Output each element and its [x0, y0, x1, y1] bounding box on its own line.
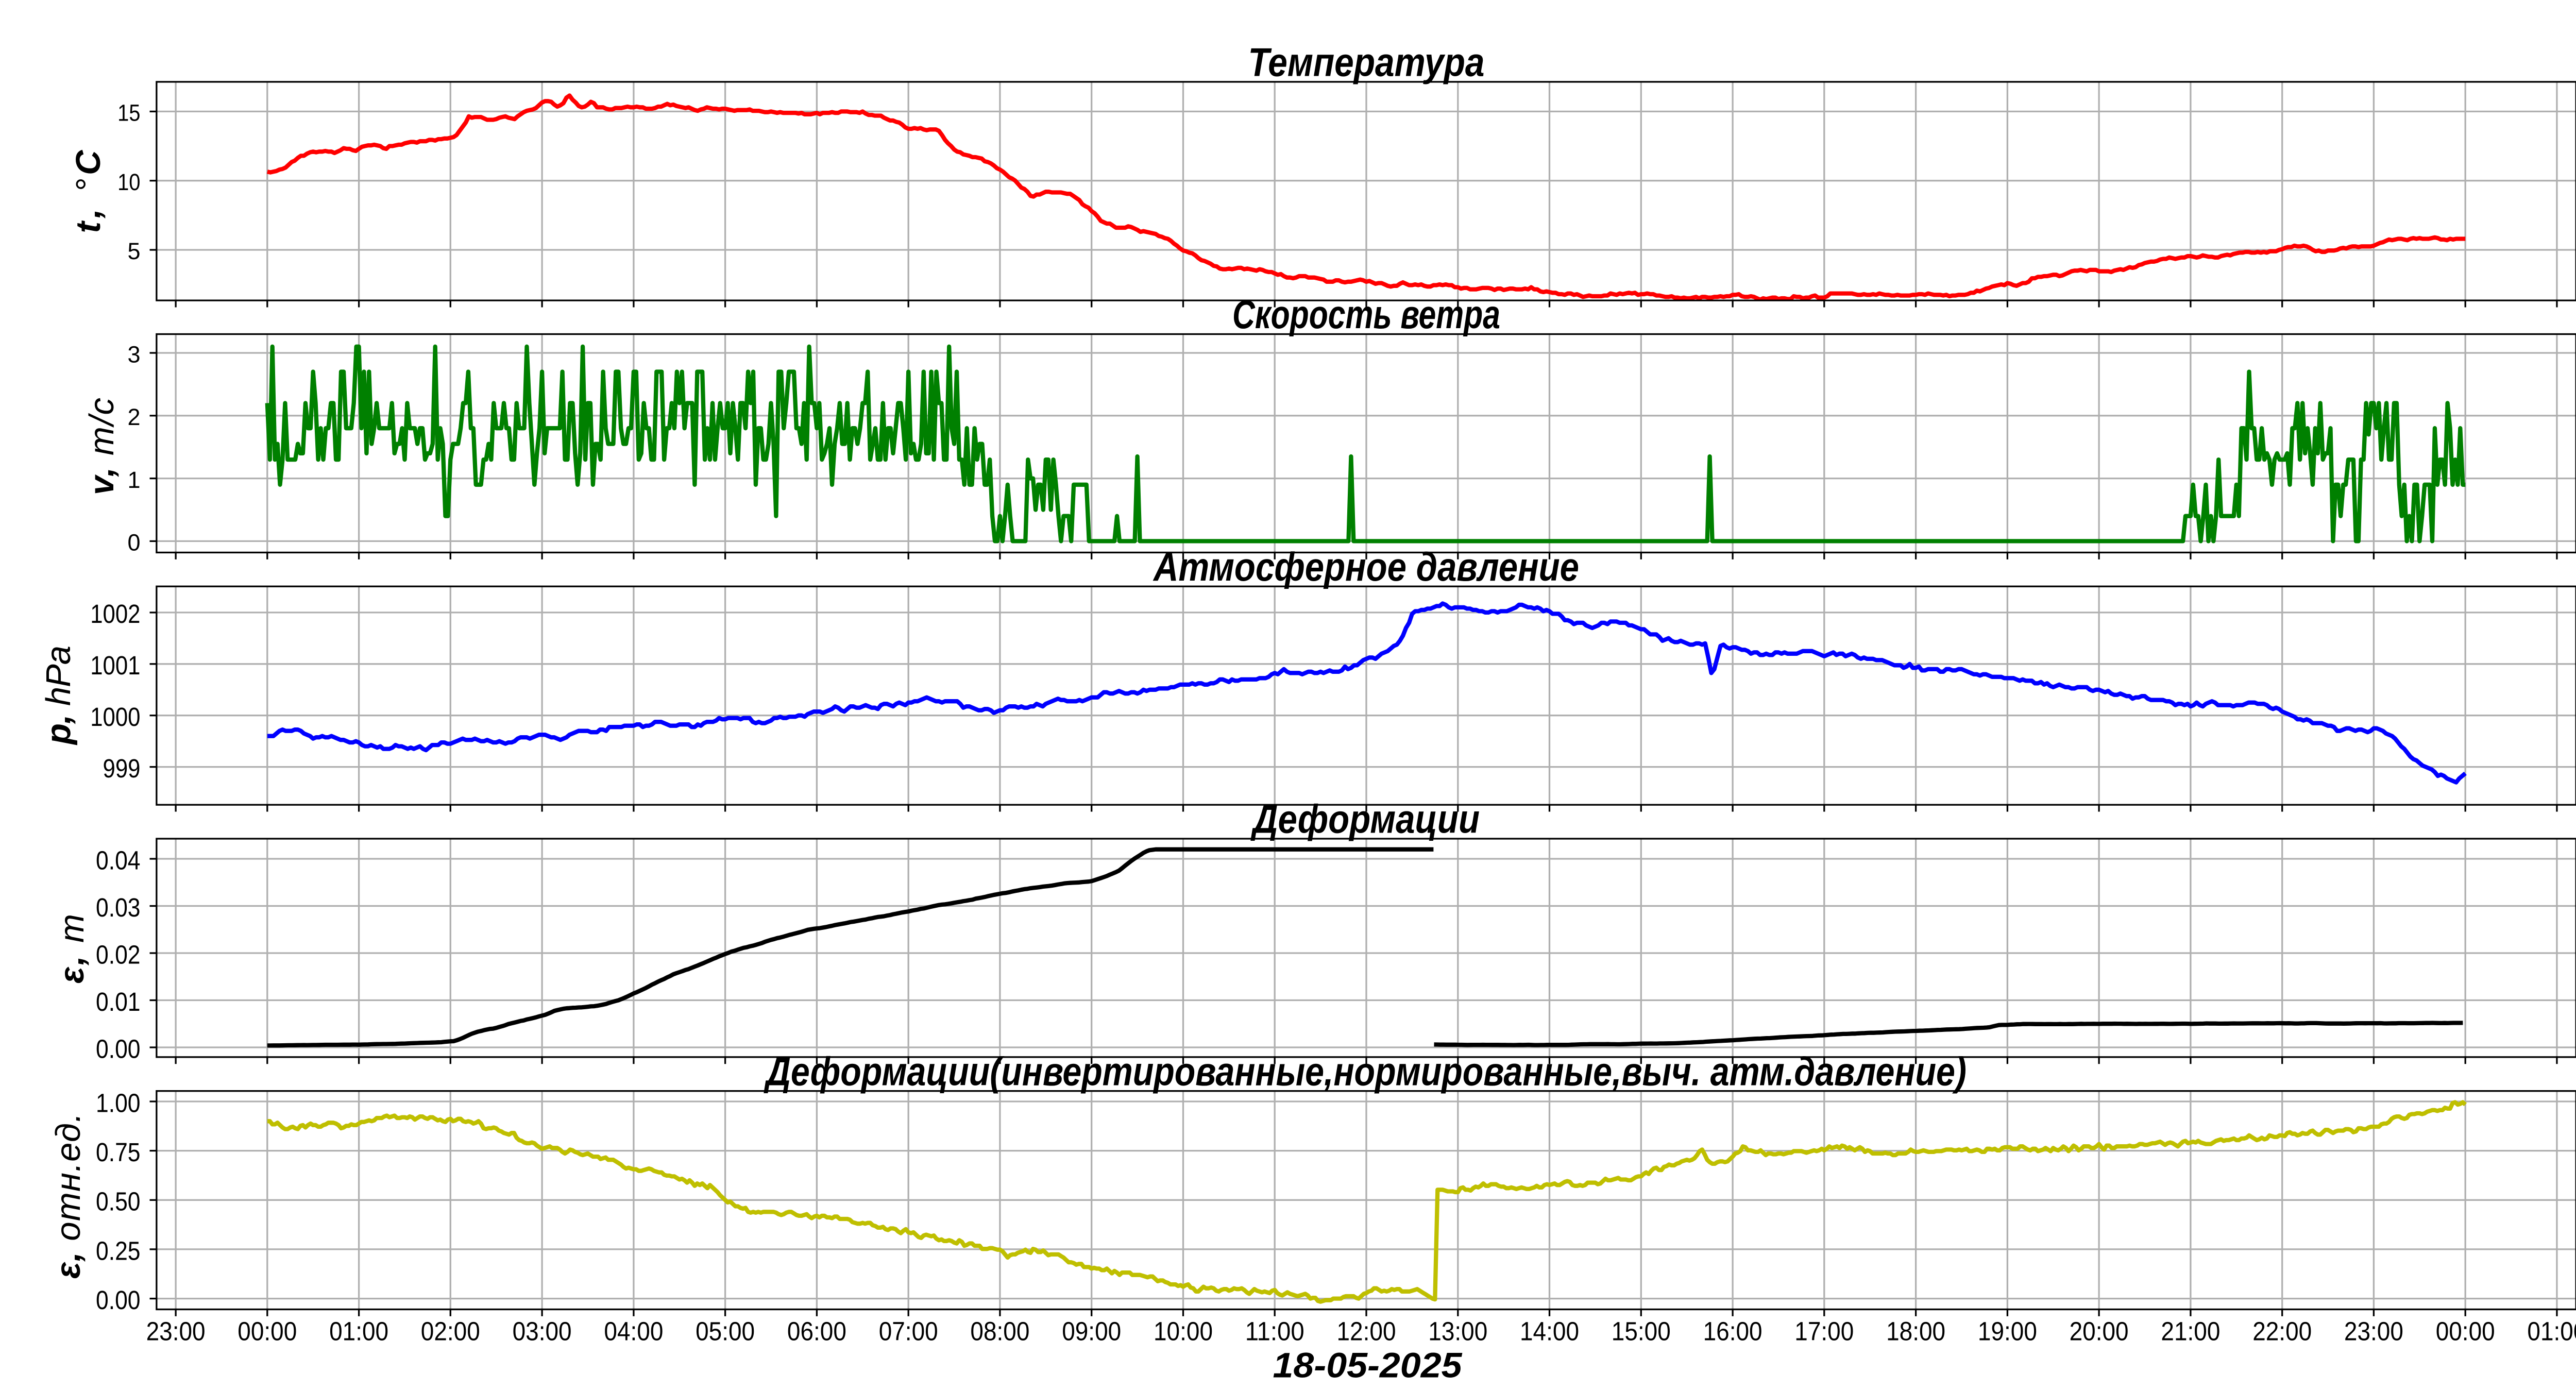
svg-text:0.01: 0.01	[96, 987, 141, 1016]
svg-text:05:00: 05:00	[696, 1317, 755, 1346]
svg-text:ε, отн.ед.: ε, отн.ед.	[49, 1113, 88, 1279]
svg-text:Деформации: Деформации	[1250, 796, 1480, 842]
svg-text:20:00: 20:00	[2070, 1317, 2129, 1346]
svg-text:08:00: 08:00	[970, 1317, 1029, 1346]
svg-text:2: 2	[127, 404, 140, 430]
svg-text:23:00: 23:00	[146, 1317, 206, 1346]
svg-text:03:00: 03:00	[513, 1317, 572, 1346]
svg-text:0.04: 0.04	[96, 845, 141, 875]
svg-text:00:00: 00:00	[238, 1317, 297, 1346]
svg-text:1: 1	[127, 467, 140, 493]
svg-text:00:00: 00:00	[2436, 1317, 2495, 1346]
svg-text:t, °C: t, °C	[69, 149, 108, 233]
svg-text:01:00: 01:00	[329, 1317, 388, 1346]
svg-text:13:00: 13:00	[1428, 1317, 1487, 1346]
svg-text:10: 10	[117, 169, 140, 195]
svg-text:p, hPa: p, hPa	[39, 646, 78, 745]
svg-text:11:00: 11:00	[1245, 1317, 1304, 1346]
svg-text:0.75: 0.75	[96, 1138, 141, 1167]
svg-text:1000: 1000	[90, 702, 140, 732]
svg-text:999: 999	[103, 754, 141, 783]
svg-text:19:00: 19:00	[1978, 1317, 2037, 1346]
svg-text:22:00: 22:00	[2252, 1317, 2312, 1346]
svg-text:0.00: 0.00	[96, 1034, 141, 1063]
svg-text:15:00: 15:00	[1612, 1317, 1671, 1346]
svg-text:12:00: 12:00	[1337, 1317, 1396, 1346]
svg-text:1.00: 1.00	[96, 1088, 141, 1117]
svg-text:Скорость ветра: Скорость ветра	[1232, 292, 1500, 337]
svg-text:09:00: 09:00	[1062, 1317, 1121, 1346]
svg-text:14:00: 14:00	[1520, 1317, 1579, 1346]
svg-text:Деформации(инвертированные,нор: Деформации(инвертированные,нормированные…	[764, 1048, 1967, 1094]
svg-text:0.50: 0.50	[96, 1187, 141, 1216]
svg-text:ε, m: ε, m	[53, 914, 91, 983]
svg-text:0.00: 0.00	[96, 1285, 141, 1315]
svg-text:18-05-2025: 18-05-2025	[1273, 1346, 1463, 1385]
svg-text:06:00: 06:00	[787, 1317, 846, 1346]
svg-text:04:00: 04:00	[604, 1317, 663, 1346]
svg-text:21:00: 21:00	[2161, 1317, 2220, 1346]
svg-text:0.03: 0.03	[96, 893, 141, 922]
svg-text:07:00: 07:00	[879, 1317, 938, 1346]
svg-text:02:00: 02:00	[421, 1317, 480, 1346]
svg-text:0.02: 0.02	[96, 940, 141, 969]
svg-text:16:00: 16:00	[1703, 1317, 1762, 1346]
svg-text:Температура: Температура	[1248, 40, 1485, 85]
svg-text:23:00: 23:00	[2344, 1317, 2403, 1346]
svg-text:v, m/c: v, m/c	[82, 398, 121, 495]
svg-text:5: 5	[127, 238, 140, 264]
svg-text:Атмосферное давление: Атмосферное давление	[1153, 544, 1579, 589]
svg-text:3: 3	[127, 341, 140, 367]
svg-text:0: 0	[127, 530, 140, 556]
svg-text:18:00: 18:00	[1886, 1317, 1945, 1346]
svg-text:1001: 1001	[90, 651, 140, 680]
svg-text:01:00: 01:00	[2527, 1317, 2576, 1346]
svg-text:15: 15	[117, 100, 140, 126]
svg-text:1002: 1002	[90, 599, 140, 629]
svg-text:17:00: 17:00	[1794, 1317, 1854, 1346]
svg-text:0.25: 0.25	[96, 1236, 141, 1265]
svg-text:10:00: 10:00	[1154, 1317, 1213, 1346]
